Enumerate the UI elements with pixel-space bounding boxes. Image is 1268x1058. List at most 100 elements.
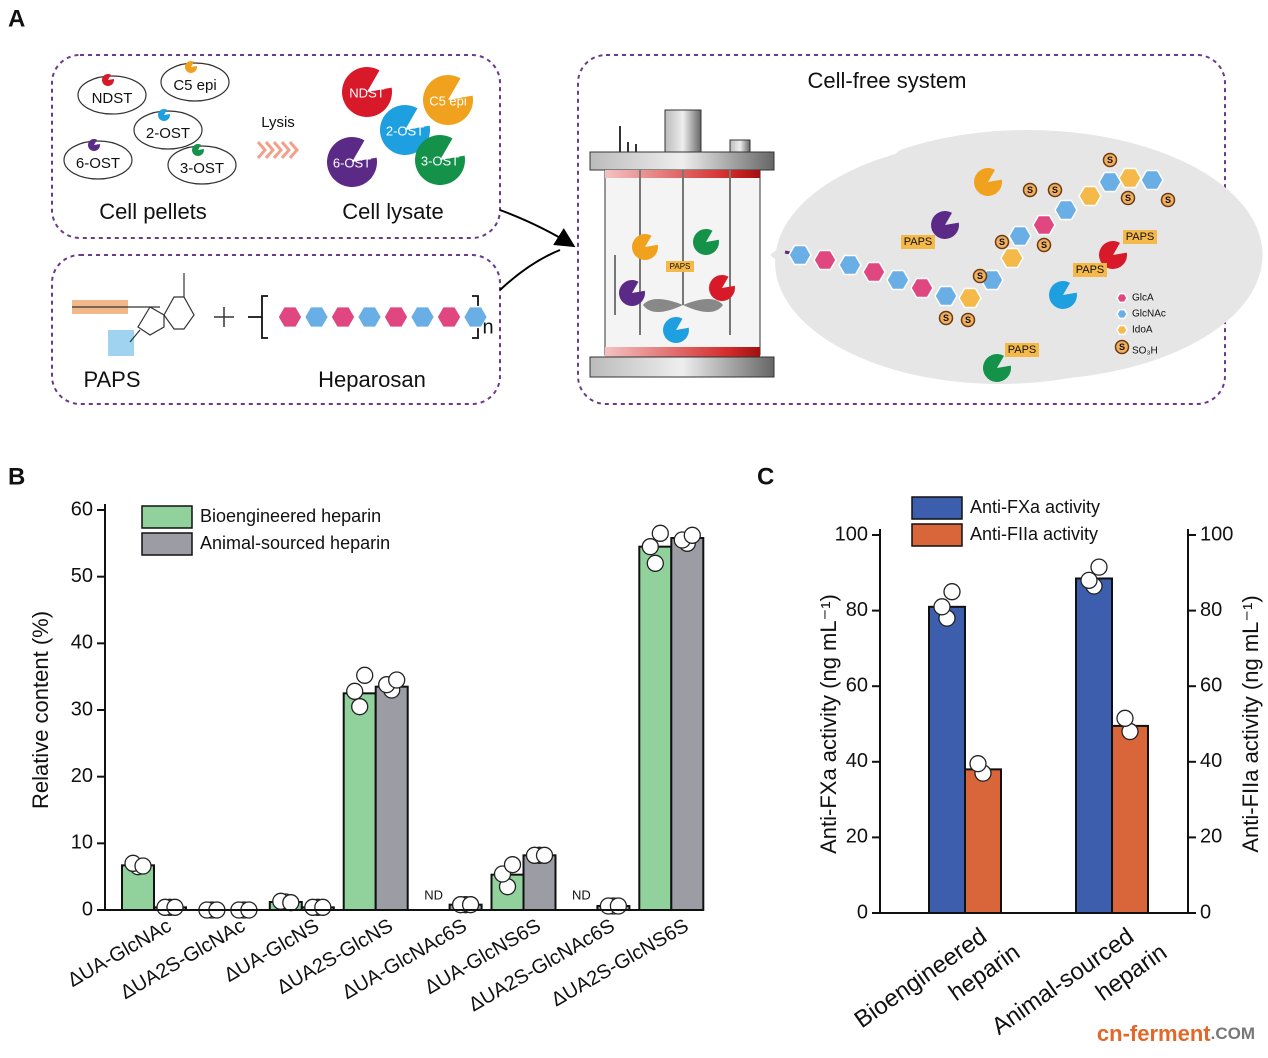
sugar-unit xyxy=(303,305,330,329)
sugar-unit xyxy=(1116,292,1128,304)
label: S xyxy=(977,271,983,281)
replicate-point xyxy=(1080,571,1098,590)
replicate-point xyxy=(646,554,664,572)
replicate-point xyxy=(943,583,961,601)
enzyme-icon xyxy=(158,109,170,122)
enzyme-icon xyxy=(185,60,197,73)
legend-label: Bioengineered heparin xyxy=(200,506,381,526)
arrow-chevron xyxy=(288,141,299,159)
label: S xyxy=(999,237,1005,247)
label: 6-OST xyxy=(333,155,371,170)
y-tick-label: 30 xyxy=(71,698,93,720)
sulfo-group xyxy=(972,268,988,284)
replicate-point xyxy=(1090,558,1108,576)
label: C5 epi xyxy=(173,77,216,94)
label: IdoA xyxy=(1132,325,1153,336)
label: 2-OST xyxy=(146,125,190,142)
paps-tag xyxy=(666,261,694,272)
sulfo-group xyxy=(938,310,954,326)
panel-label: B xyxy=(8,463,25,490)
y2-tick-label: 60 xyxy=(1200,674,1222,696)
arrow-chevron xyxy=(280,141,291,159)
molecule xyxy=(72,273,195,343)
bar xyxy=(638,545,673,912)
x-tick-label: ΔUA-GlcNAc6S xyxy=(338,915,470,1004)
bar xyxy=(670,537,705,911)
sugar-unit xyxy=(356,305,383,329)
replicate-point xyxy=(351,698,369,716)
bar xyxy=(964,768,1002,914)
replicate-point xyxy=(609,897,628,915)
sugar-unit xyxy=(462,305,489,329)
sulfo-group xyxy=(1047,182,1063,198)
y2-tick-label: 40 xyxy=(1200,750,1222,772)
axis xyxy=(879,529,1189,914)
replicate-point xyxy=(641,538,659,556)
y2-tick-label: 20 xyxy=(1200,826,1222,848)
label: S xyxy=(1119,342,1125,352)
paps-tag xyxy=(1123,230,1157,244)
y2-tick-label: 0 xyxy=(1200,901,1211,923)
sugar-unit xyxy=(886,269,910,291)
label: Cell pellets xyxy=(99,199,207,224)
replicate-point xyxy=(388,671,406,689)
label: PAPS xyxy=(1126,231,1155,243)
enzyme-icon xyxy=(1049,281,1078,310)
sugar-unit xyxy=(934,285,958,307)
label: PAPS xyxy=(670,262,691,271)
sulfo-group xyxy=(1036,237,1052,253)
arrow-chevron xyxy=(256,141,267,159)
enzyme-icon xyxy=(342,67,392,118)
legend-swatch xyxy=(911,496,963,520)
y-tick-label: 0 xyxy=(857,901,868,923)
value-label: ND xyxy=(572,887,591,902)
legend-swatch xyxy=(911,523,963,547)
label: PAPS xyxy=(1008,344,1037,356)
bar xyxy=(342,692,377,911)
label: NDST xyxy=(349,85,384,100)
sugar-unit xyxy=(1008,225,1032,247)
enzyme-icon xyxy=(380,105,431,156)
y-tick-label: 0 xyxy=(82,898,93,920)
enzyme-icon xyxy=(415,135,466,185)
arrow-chevron xyxy=(264,141,275,159)
sulfo-group xyxy=(994,234,1010,250)
y2-tick-label: 100 xyxy=(1200,523,1233,545)
sugar-unit xyxy=(436,305,462,329)
reactor xyxy=(619,126,637,152)
bar xyxy=(1075,577,1113,914)
y-tick-label: 40 xyxy=(71,632,93,654)
sulfo-group xyxy=(1120,190,1136,206)
enzyme-icon xyxy=(327,137,377,187)
panel-label: A xyxy=(8,5,25,32)
sugar-unit xyxy=(1116,308,1128,320)
replicate-point xyxy=(933,598,951,616)
replicate-point xyxy=(503,856,522,874)
label: S xyxy=(1052,185,1058,195)
cell xyxy=(133,110,203,150)
replicate-point xyxy=(461,896,480,914)
y-axis-label: Anti-FXa activity (ng mL⁻¹) xyxy=(816,594,841,854)
y-axis-label: Relative content (%) xyxy=(28,611,53,809)
y-tick-label: 20 xyxy=(71,765,93,787)
label: GlcNAc xyxy=(1132,309,1166,320)
label: Cell lysate xyxy=(342,199,443,224)
enzyme-icon xyxy=(974,167,1002,196)
reactor xyxy=(729,139,751,153)
label: PAPS xyxy=(1076,264,1105,276)
label: PAPS xyxy=(904,236,933,248)
sugar-unit xyxy=(277,305,303,329)
y2-tick-label: 80 xyxy=(1200,599,1222,621)
label: 3-OST xyxy=(421,153,459,168)
dashed-box xyxy=(51,54,501,239)
cell xyxy=(167,145,237,185)
label: S xyxy=(1165,195,1171,205)
sulfo-group xyxy=(1160,192,1176,208)
replicate-point xyxy=(651,524,669,542)
reactor xyxy=(605,347,760,357)
legend-label: Animal-sourced heparin xyxy=(200,533,390,553)
paps-tag xyxy=(901,235,935,249)
x-tick-label: ΔUA2S-GlcNS6S xyxy=(548,915,693,1011)
sugar-unit xyxy=(1054,199,1078,221)
